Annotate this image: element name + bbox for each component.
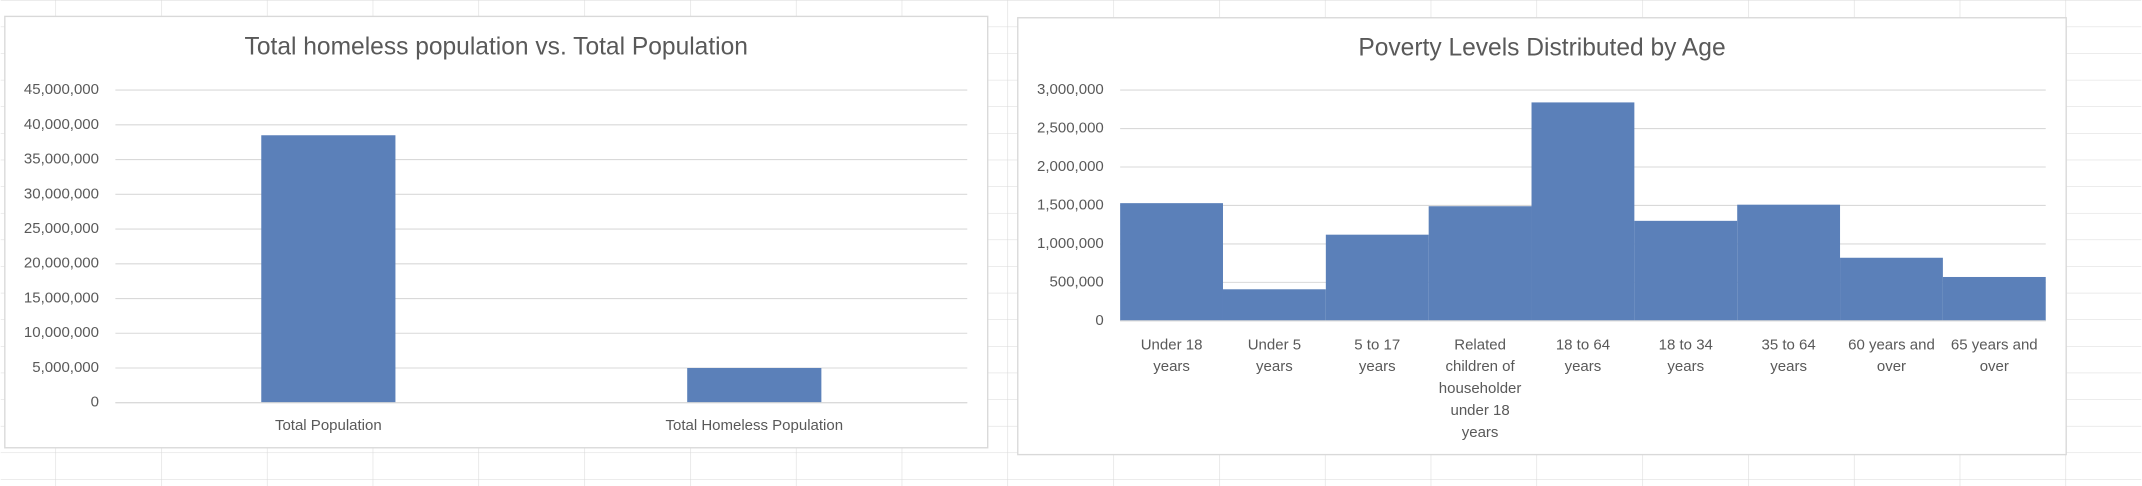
x-tick-label: 18 to 34 years [1659,336,1713,375]
y-tick-label: 35,000,000 [24,151,99,168]
chart-title: Total homeless population vs. Total Popu… [245,33,748,60]
y-tick-label: 500,000 [1050,273,1104,290]
bar [687,367,822,403]
bar [1531,102,1635,321]
y-tick-label: 25,000,000 [24,220,99,237]
y-tick-label: 10,000,000 [24,324,99,341]
y-tick-label: 20,000,000 [24,255,99,272]
y-tick-label: 40,000,000 [24,116,99,133]
x-tick-label: 60 years and over [1848,336,1935,375]
y-tick-label: 3,000,000 [1037,81,1104,98]
y-tick-label: 15,000,000 [24,289,99,306]
y-tick-label: 1,500,000 [1037,196,1104,213]
y-tick-label: 0 [91,394,99,411]
bar [1428,206,1532,321]
bar [261,135,396,403]
x-tick-label: 5 to 17 years [1354,336,1400,375]
bar [1634,220,1738,321]
bar [1222,289,1326,321]
bar [1840,257,1943,321]
y-tick-label: 5,000,000 [32,359,99,376]
chart-area[interactable] [4,15,989,449]
y-tick-label: 45,000,000 [24,81,99,98]
x-tick-label: 65 years and over [1951,336,2038,375]
x-tick-label: Total Population [275,417,382,434]
chart-title: Poverty Levels Distributed by Age [1358,35,1725,62]
bar [1942,276,2046,321]
y-tick-label: 2,500,000 [1037,120,1104,137]
bar [1325,234,1429,321]
bar [1120,203,1223,321]
x-tick-label: Related children of householder under 18 yea… [1439,336,1522,440]
x-tick-label: Total Homeless Population [665,417,843,434]
x-tick-label: Under 18 years [1141,336,1203,375]
y-tick-label: 2,000,000 [1037,158,1104,175]
x-tick-label: Under 5 years [1248,336,1301,375]
x-tick-label: 35 to 64 years [1762,336,1816,375]
y-tick-label: 30,000,000 [24,185,99,202]
y-tick-label: 0 [1095,312,1103,329]
y-tick-label: 1,000,000 [1037,235,1104,252]
x-tick-label: 18 to 64 years [1556,336,1610,375]
bar [1737,204,1841,321]
